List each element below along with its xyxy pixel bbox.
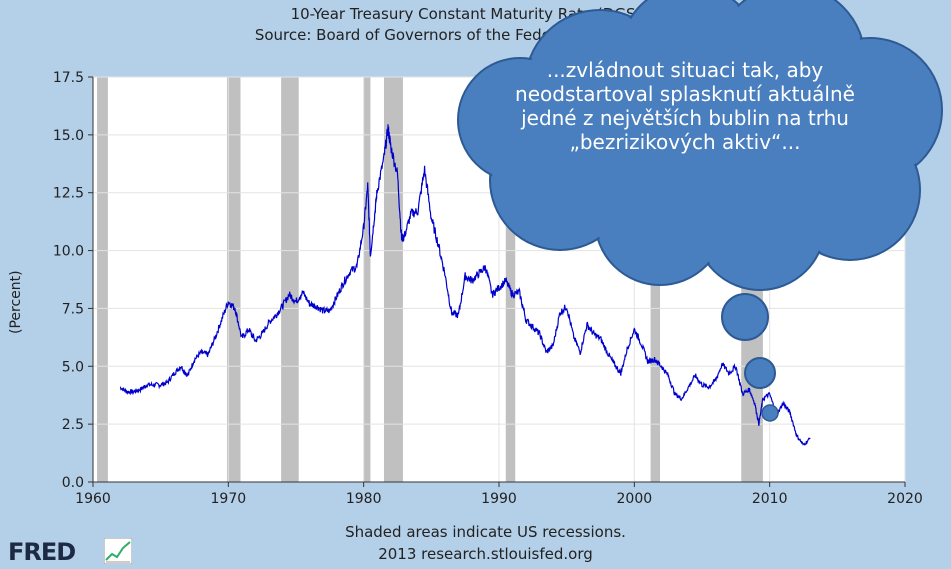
y-tick-label: 15.0	[53, 128, 84, 144]
x-tick-label: 1970	[211, 491, 247, 507]
recession-band	[505, 77, 516, 482]
recession-band	[281, 77, 299, 482]
thought-dot-large	[721, 293, 769, 341]
cloud-fill	[712, 52, 888, 228]
recession-note: Shaded areas indicate US recessions.	[345, 523, 626, 541]
chart-line-icon	[104, 538, 132, 564]
source-credit: 2013 research.stlouisfed.org	[378, 545, 593, 563]
recession-band	[363, 77, 371, 482]
x-tick-label: 1990	[481, 491, 517, 507]
y-tick-label: 5.0	[62, 359, 84, 375]
series-line	[119, 124, 811, 446]
thought-dot-medium	[744, 357, 776, 389]
y-tick-label: 2.5	[62, 417, 84, 433]
recession-band	[97, 77, 108, 482]
x-tick-label: 2010	[752, 491, 788, 507]
thought-dot-small	[761, 404, 779, 422]
speech-bubble	[457, 0, 943, 422]
y-tick-label: 0.0	[62, 475, 84, 491]
y-tick-label: 17.5	[53, 70, 84, 86]
axes: 0.0 2.5 5.0 7.5 10.0 12.5 15.0 17.5 1960 1970 1980…	[53, 70, 923, 507]
y-tick-label: 10.0	[53, 244, 84, 260]
x-tick-label: 1980	[346, 491, 382, 507]
cloud-shape	[457, 0, 943, 291]
y-tick-label: 12.5	[53, 186, 84, 202]
x-tick-label: 2020	[887, 491, 923, 507]
recession-band	[226, 77, 241, 482]
cloud-fill	[502, 52, 678, 228]
fred-logo: FRED	[8, 538, 76, 566]
data-line-layer	[119, 124, 811, 446]
y-axis-label: (Percent)	[8, 270, 24, 334]
x-tick-label: 1960	[75, 491, 111, 507]
y-tick-label: 7.5	[62, 301, 84, 317]
callout-text: ...zvládnout situaci tak, aby neodstarto…	[515, 58, 855, 154]
x-tick-label: 2000	[617, 491, 653, 507]
